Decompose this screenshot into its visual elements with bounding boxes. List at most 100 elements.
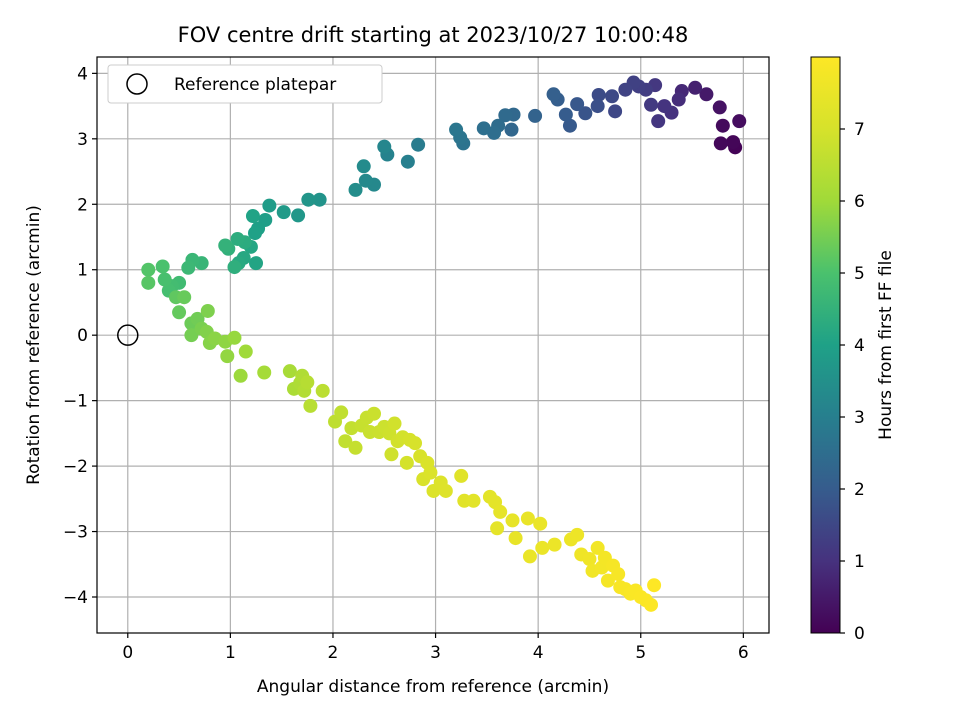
data-point xyxy=(546,87,561,102)
data-point xyxy=(141,275,156,290)
data-point xyxy=(608,104,623,119)
data-point xyxy=(438,483,453,498)
data-point xyxy=(732,114,747,129)
data-point xyxy=(300,375,315,390)
data-point xyxy=(647,578,662,593)
data-point xyxy=(282,364,297,379)
colorbar-tick-label: 0 xyxy=(854,624,865,644)
data-point xyxy=(493,504,508,519)
data-point xyxy=(245,209,260,224)
data-point xyxy=(688,80,703,95)
data-point xyxy=(384,447,399,462)
data-point xyxy=(535,540,550,555)
x-tick-label: 4 xyxy=(533,643,544,663)
data-point xyxy=(227,260,242,275)
data-point xyxy=(498,108,513,123)
colorbar-tick-label: 4 xyxy=(854,336,865,356)
data-point xyxy=(713,136,728,151)
scatter-points xyxy=(141,75,747,612)
y-tick-label: 4 xyxy=(77,64,88,84)
data-point xyxy=(291,208,306,223)
data-point xyxy=(356,159,371,174)
data-point xyxy=(611,567,626,582)
data-point xyxy=(582,552,597,567)
data-point xyxy=(644,97,659,112)
data-point xyxy=(657,99,672,114)
data-point xyxy=(348,182,363,197)
data-point xyxy=(476,121,491,136)
reference-point xyxy=(117,324,139,346)
colorbar-tick-label: 1 xyxy=(854,552,865,572)
colorbar-tick-label: 7 xyxy=(854,120,865,140)
data-point xyxy=(605,89,620,104)
data-point xyxy=(699,87,714,102)
x-tick-label: 3 xyxy=(430,643,441,663)
legend: Reference platepar xyxy=(107,64,383,104)
data-point xyxy=(505,513,520,528)
y-axis-label: Rotation from reference (arcmin) xyxy=(24,205,44,485)
data-point xyxy=(276,205,291,220)
data-point xyxy=(644,597,659,612)
data-point xyxy=(578,106,593,121)
y-tick-label: −2 xyxy=(63,457,88,477)
data-point xyxy=(177,290,192,305)
colorbar-label: Hours from first FF file xyxy=(876,250,896,440)
data-point xyxy=(315,383,330,398)
y-tick-label: 2 xyxy=(77,195,88,215)
x-tick-label: 5 xyxy=(635,643,646,663)
grid xyxy=(97,57,769,633)
data-point xyxy=(528,108,543,123)
legend-box xyxy=(107,64,383,104)
chart-title: FOV centre drift starting at 2023/10/27 … xyxy=(178,23,689,47)
data-point xyxy=(238,344,253,359)
data-point xyxy=(466,493,481,508)
data-point xyxy=(671,92,686,107)
data-point xyxy=(520,511,535,526)
data-point xyxy=(387,416,402,431)
data-point xyxy=(303,398,318,413)
data-point xyxy=(558,107,573,122)
data-point xyxy=(590,99,605,114)
x-axis: 0 1 2 3 4 5 6 xyxy=(122,633,749,663)
data-point xyxy=(411,137,426,152)
data-point xyxy=(726,135,741,150)
y-axis: −4 −3 −2 −1 0 1 2 3 4 xyxy=(63,64,97,608)
data-point xyxy=(312,192,327,207)
x-axis-label: Angular distance from reference (arcmin) xyxy=(257,677,609,697)
data-point xyxy=(715,118,730,133)
colorbar-tick-label: 2 xyxy=(854,480,865,500)
data-point xyxy=(301,192,316,207)
data-point xyxy=(184,328,199,343)
data-point xyxy=(570,527,585,542)
data-point xyxy=(230,231,245,246)
data-point xyxy=(172,305,187,320)
x-tick-label: 2 xyxy=(328,643,339,663)
data-point xyxy=(257,365,272,380)
data-point xyxy=(181,260,196,275)
y-tick-label: −1 xyxy=(63,392,88,412)
legend-label: Reference platepar xyxy=(174,75,336,95)
data-point xyxy=(249,256,264,271)
colorbar-tick-label: 5 xyxy=(854,264,865,284)
y-tick-label: −4 xyxy=(63,588,88,608)
data-point xyxy=(423,465,438,480)
data-point xyxy=(600,573,615,588)
data-point xyxy=(233,368,248,383)
data-point xyxy=(533,516,548,531)
data-point xyxy=(400,154,415,169)
data-point xyxy=(247,226,262,241)
data-point xyxy=(157,272,172,287)
data-point xyxy=(220,349,235,364)
data-point xyxy=(590,540,605,555)
legend-marker-icon xyxy=(126,73,148,95)
x-tick-label: 6 xyxy=(738,643,749,663)
data-point xyxy=(227,330,242,345)
data-point xyxy=(377,139,392,154)
data-point xyxy=(155,259,170,274)
data-point xyxy=(358,173,373,188)
data-point xyxy=(562,118,577,133)
data-point xyxy=(547,537,562,552)
x-tick-label: 1 xyxy=(225,643,236,663)
data-point xyxy=(338,434,353,449)
